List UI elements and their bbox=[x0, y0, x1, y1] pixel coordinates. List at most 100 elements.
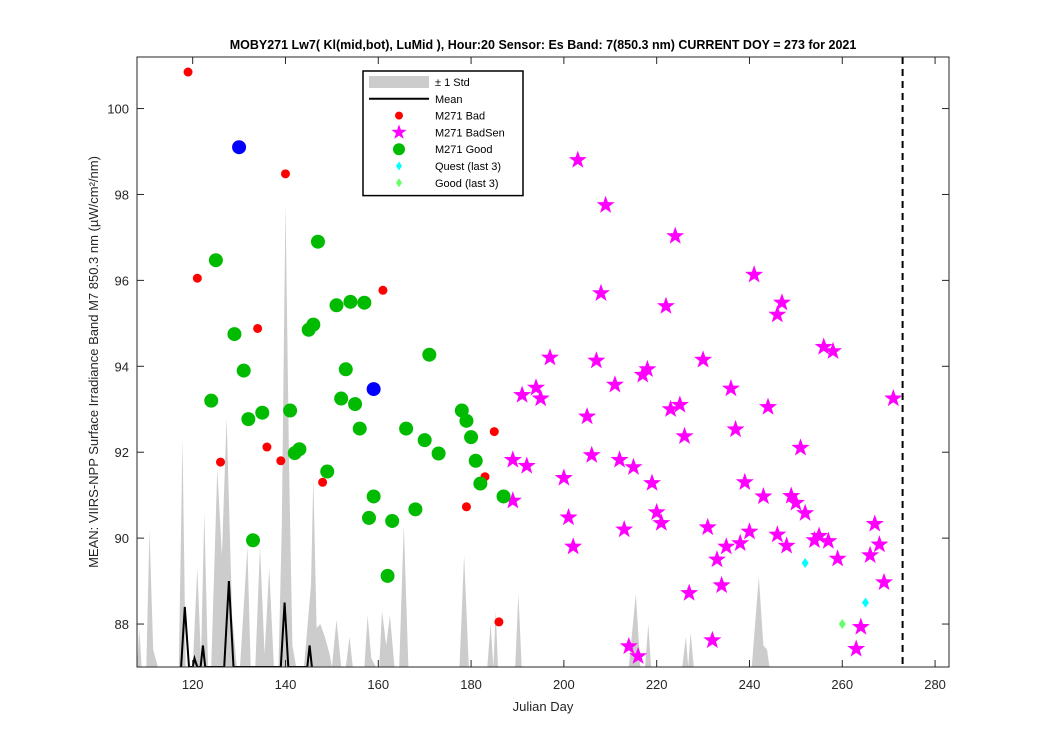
legend-label-badsen: M271 BadSen bbox=[435, 127, 505, 139]
badsen-point bbox=[670, 395, 689, 413]
good-point bbox=[399, 421, 414, 436]
good-point bbox=[255, 405, 270, 420]
quest3-point bbox=[861, 597, 869, 608]
x-tick-label: 280 bbox=[924, 677, 946, 692]
good-point bbox=[241, 412, 256, 427]
good-point bbox=[320, 464, 335, 479]
badsen-point bbox=[582, 445, 601, 463]
legend-swatch-good bbox=[393, 143, 405, 156]
bad-point bbox=[378, 285, 388, 295]
badsen-point bbox=[503, 450, 522, 468]
bad-point bbox=[276, 456, 286, 466]
badsen-point bbox=[633, 365, 652, 383]
badsen-point bbox=[772, 293, 791, 311]
good-point bbox=[236, 363, 251, 378]
good-point bbox=[459, 413, 474, 428]
badsen-point bbox=[740, 522, 759, 540]
badsen-point bbox=[596, 195, 615, 213]
badsen-point bbox=[824, 341, 842, 359]
badsen-point bbox=[629, 646, 648, 664]
good-point bbox=[338, 362, 353, 377]
badsen-point bbox=[768, 525, 787, 543]
good-point bbox=[204, 393, 219, 408]
bad-point bbox=[192, 273, 202, 283]
badsen-point bbox=[568, 150, 587, 168]
legend-box bbox=[362, 70, 524, 197]
good-point bbox=[431, 446, 446, 461]
badsen-point bbox=[865, 514, 884, 532]
quest3-point bbox=[801, 558, 809, 569]
badsen-point bbox=[615, 520, 634, 538]
y-tick-label: 92 bbox=[115, 445, 129, 460]
x-tick-label: 200 bbox=[553, 677, 575, 692]
y-tick-label: 100 bbox=[107, 102, 129, 117]
x-tick-label: 180 bbox=[460, 677, 482, 692]
badsen-point bbox=[814, 337, 833, 355]
good-point bbox=[464, 430, 479, 445]
badsen-point bbox=[819, 531, 838, 549]
legend: ± 1 Std Mean M271 Bad M271 BadSen M271 Good Q… bbox=[362, 70, 524, 197]
badsen-point bbox=[680, 583, 699, 601]
badsen-point bbox=[694, 350, 713, 368]
badsen-point bbox=[782, 486, 801, 504]
badsen-point bbox=[698, 517, 717, 536]
badsen-point bbox=[624, 457, 643, 475]
badsen-point bbox=[828, 549, 847, 567]
badsen-point bbox=[810, 526, 829, 544]
badsen-point bbox=[619, 636, 638, 655]
good-point bbox=[343, 294, 358, 309]
badsen-point bbox=[503, 491, 522, 509]
bad-point bbox=[262, 442, 272, 452]
badsen-point bbox=[791, 438, 810, 456]
badsen-point bbox=[721, 379, 740, 397]
good-point bbox=[329, 298, 344, 313]
badsen-point bbox=[759, 397, 778, 415]
badsen-point bbox=[513, 385, 532, 403]
good-point bbox=[473, 476, 488, 491]
x-tick-label: 160 bbox=[367, 677, 389, 692]
good-point bbox=[227, 327, 242, 342]
legend-label-std: ± 1 Std bbox=[435, 77, 470, 89]
plot-area bbox=[137, 57, 949, 667]
badsen-point bbox=[661, 399, 680, 417]
badsen-point bbox=[647, 502, 666, 520]
badsen-point bbox=[703, 630, 722, 649]
good-point bbox=[408, 502, 423, 517]
badsen-point bbox=[540, 348, 559, 366]
badsen-point bbox=[610, 450, 629, 468]
good-point bbox=[496, 489, 511, 504]
badsen-point bbox=[527, 378, 546, 396]
bad-point bbox=[318, 477, 328, 487]
good-point bbox=[348, 397, 363, 412]
good-point bbox=[246, 533, 260, 548]
blue-point bbox=[366, 382, 381, 397]
legend-label-mean: Mean bbox=[435, 94, 463, 106]
good-point bbox=[362, 510, 376, 525]
bad-point bbox=[494, 617, 504, 627]
good-point bbox=[385, 513, 400, 528]
good-point bbox=[310, 234, 325, 249]
badsen-point bbox=[666, 226, 685, 244]
badsen-point bbox=[851, 617, 870, 635]
badsen-point bbox=[884, 389, 903, 407]
axes-box bbox=[136, 56, 950, 668]
badsen-point bbox=[731, 533, 750, 551]
badsen-point bbox=[796, 503, 815, 521]
good-point bbox=[357, 295, 372, 310]
legend-swatch-good3 bbox=[396, 178, 402, 188]
good-point bbox=[380, 568, 395, 583]
legend-label-good3: Good (last 3) bbox=[435, 178, 499, 190]
badsen-point bbox=[656, 296, 675, 314]
x-tick-label: 260 bbox=[831, 677, 853, 692]
x-tick-label: 120 bbox=[182, 677, 204, 692]
badsen-point bbox=[786, 493, 805, 511]
badsen-point bbox=[875, 572, 894, 591]
badsen-point bbox=[708, 550, 726, 568]
badsen-point bbox=[768, 305, 787, 323]
bad-point bbox=[280, 169, 290, 179]
badsen-point bbox=[745, 265, 764, 283]
badsen-point bbox=[592, 283, 610, 301]
legend-swatch-std bbox=[369, 76, 429, 88]
